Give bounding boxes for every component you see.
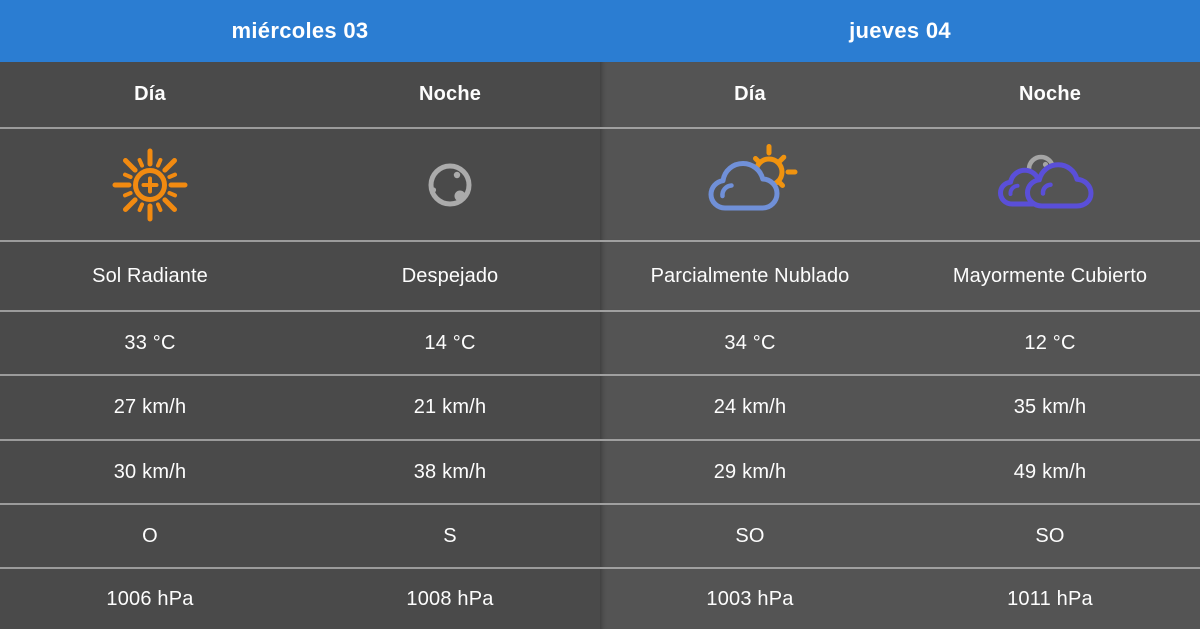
moon-behind-clouds-icon <box>991 142 1109 228</box>
wind-direction-value: O <box>0 503 300 567</box>
pressure-value: 1011 hPa <box>900 567 1200 629</box>
weather-icon-cell <box>300 127 600 240</box>
sun-behind-cloud-icon <box>695 142 805 228</box>
wind-gust-value: 49 km/h <box>900 439 1200 503</box>
condition-label: Parcialmente Nublado <box>600 240 900 310</box>
wind-speed-value: 21 km/h <box>300 374 600 439</box>
wind-speed-value: 24 km/h <box>600 374 900 439</box>
day-tab-miercoles[interactable]: miércoles 03 <box>0 0 600 62</box>
radiant-sun-icon <box>100 142 200 228</box>
condition-label: Sol Radiante <box>0 240 300 310</box>
period-header-mie-noche: Noche <box>300 62 600 127</box>
temperature-value: 14 °C <box>300 310 600 374</box>
temperature-value: 34 °C <box>600 310 900 374</box>
wind-direction-value: S <box>300 503 600 567</box>
wind-direction-value: SO <box>900 503 1200 567</box>
weather-icon-cell <box>900 127 1200 240</box>
weather-icon-cell <box>600 127 900 240</box>
weather-icon-cell <box>0 127 300 240</box>
period-header-jue-noche: Noche <box>900 62 1200 127</box>
wind-speed-value: 35 km/h <box>900 374 1200 439</box>
pressure-value: 1006 hPa <box>0 567 300 629</box>
period-header-mie-dia: Día <box>0 62 300 127</box>
period-header-jue-dia: Día <box>600 62 900 127</box>
wind-gust-value: 38 km/h <box>300 439 600 503</box>
pressure-value: 1003 hPa <box>600 567 900 629</box>
day-tab-jueves[interactable]: jueves 04 <box>600 0 1200 62</box>
full-moon-icon <box>400 142 500 228</box>
condition-label: Despejado <box>300 240 600 310</box>
wind-direction-value: SO <box>600 503 900 567</box>
temperature-value: 12 °C <box>900 310 1200 374</box>
temperature-value: 33 °C <box>0 310 300 374</box>
wind-gust-value: 30 km/h <box>0 439 300 503</box>
pressure-value: 1008 hPa <box>300 567 600 629</box>
wind-speed-value: 27 km/h <box>0 374 300 439</box>
condition-label: Mayormente Cubierto <box>900 240 1200 310</box>
wind-gust-value: 29 km/h <box>600 439 900 503</box>
